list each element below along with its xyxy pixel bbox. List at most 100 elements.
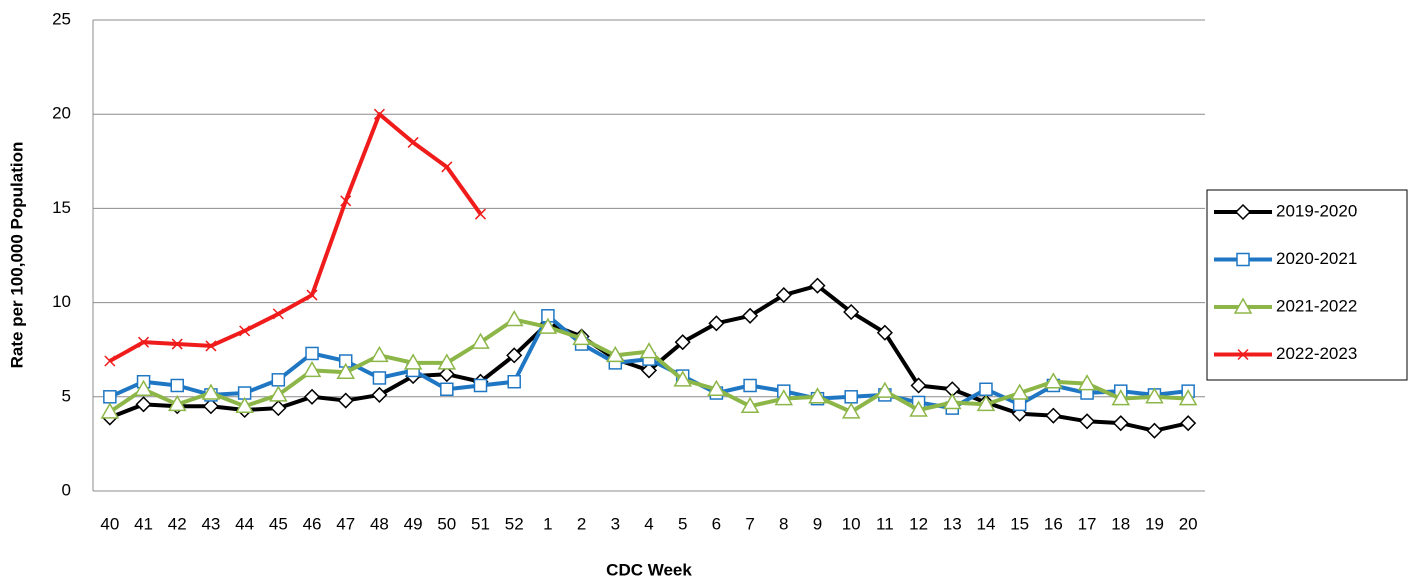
x-tick-label: 2 (577, 514, 586, 533)
data-point (473, 378, 488, 393)
x-tick-label: 4 (644, 514, 653, 533)
data-point (841, 402, 861, 419)
data-point (740, 396, 760, 413)
data-point (1145, 387, 1164, 404)
x-tick-label: 42 (168, 514, 187, 533)
data-point (371, 386, 388, 403)
x-tick-label: 49 (404, 514, 423, 533)
data-point (1010, 383, 1029, 400)
data-point (875, 381, 895, 398)
data-point (138, 336, 150, 348)
data-point (942, 392, 962, 410)
legend-marker (1233, 297, 1253, 314)
data-point (441, 161, 453, 173)
data-point (976, 394, 996, 412)
data-point (742, 307, 759, 324)
legend-marker (1236, 252, 1250, 267)
data-point (743, 378, 757, 393)
data-point (507, 374, 521, 389)
x-tick-label: 47 (336, 514, 355, 533)
data-point (708, 315, 725, 332)
y-tick-label: 25 (52, 9, 71, 28)
data-point (471, 332, 490, 349)
data-point (372, 371, 387, 385)
data-point (438, 366, 455, 383)
data-point (1078, 413, 1096, 430)
data-point (910, 377, 927, 394)
data-point (844, 390, 858, 404)
data-point (808, 387, 827, 404)
data-point (340, 195, 352, 207)
data-point (104, 355, 116, 367)
x-tick-label: 8 (779, 514, 788, 533)
x-tick-label: 46 (303, 514, 322, 533)
data-point (1146, 422, 1163, 439)
data-point (1077, 374, 1097, 391)
data-point (979, 382, 993, 397)
data-point (303, 388, 321, 405)
data-point (843, 303, 860, 321)
x-tick-label: 43 (201, 514, 220, 533)
x-tick-label: 10 (842, 514, 861, 533)
legend-label: 2020-2021 (1276, 249, 1357, 268)
data-point (373, 108, 385, 120)
data-point (506, 347, 523, 364)
y-axis-title: Rate per 100,000 Population (7, 142, 26, 369)
x-tick-label: 41 (134, 514, 153, 533)
x-tick-label: 16 (1044, 514, 1063, 533)
data-point (1111, 389, 1131, 406)
x-tick-label: 1 (543, 514, 552, 533)
x-tick-label: 40 (100, 514, 119, 533)
legend-marker (1237, 348, 1249, 361)
data-point (572, 328, 591, 346)
data-point (337, 392, 354, 409)
x-tick-label: 5 (678, 514, 687, 533)
x-tick-label: 12 (909, 514, 928, 533)
x-tick-label: 44 (235, 514, 254, 533)
data-point (673, 370, 692, 387)
x-tick-label: 14 (977, 514, 996, 533)
x-tick-label: 45 (269, 514, 288, 533)
x-tick-label: 11 (876, 514, 894, 533)
data-point (606, 345, 625, 363)
data-point (909, 400, 928, 417)
x-tick-label: 18 (1111, 514, 1130, 533)
data-point (202, 398, 220, 415)
data-point (134, 379, 153, 397)
data-point (640, 362, 658, 379)
legend-label: 2021-2022 (1276, 296, 1357, 315)
x-axis-title: CDC Week (606, 560, 692, 579)
y-tick-label: 0 (62, 480, 71, 499)
data-point (100, 402, 120, 419)
y-tick-label: 10 (52, 292, 71, 311)
data-point (271, 373, 286, 387)
data-point (1180, 415, 1197, 432)
data-point (171, 338, 183, 350)
data-point (403, 353, 423, 370)
data-point (1012, 397, 1027, 412)
data-point (103, 390, 117, 404)
data-point (135, 396, 152, 413)
data-point (370, 345, 389, 363)
data-point (774, 389, 794, 406)
data-point (440, 382, 454, 397)
data-point (235, 396, 254, 413)
data-point (407, 136, 419, 148)
data-point (167, 394, 187, 412)
x-tick-label: 52 (505, 514, 524, 533)
x-tick-label: 3 (611, 514, 620, 533)
data-point (876, 324, 893, 341)
data-point (1045, 407, 1062, 424)
x-tick-label: 13 (943, 514, 962, 533)
data-point (201, 383, 221, 400)
data-point (437, 353, 457, 370)
x-tick-label: 19 (1145, 514, 1164, 533)
data-point (336, 362, 356, 380)
data-point (270, 400, 287, 417)
data-point (272, 308, 284, 320)
x-tick-label: 17 (1078, 514, 1097, 533)
data-point (1112, 415, 1129, 432)
data-point (306, 289, 318, 301)
data-point (707, 379, 726, 397)
